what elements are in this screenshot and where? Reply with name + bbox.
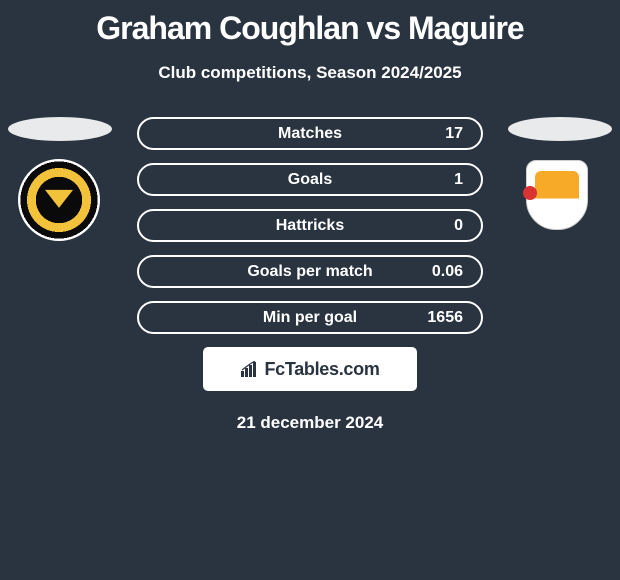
stat-label: Min per goal [139, 309, 481, 327]
mk-dons-crest-icon [519, 160, 595, 236]
bar-chart-icon [240, 361, 260, 377]
stat-label: Matches [139, 125, 481, 143]
newport-county-crest-icon [18, 159, 100, 241]
player-right-placeholder [508, 117, 612, 141]
stat-row-matches: Matches 17 [137, 117, 483, 150]
club-badge-left [18, 159, 100, 241]
stat-row-hattricks: Hattricks 0 [137, 209, 483, 242]
player-left-placeholder [8, 117, 112, 141]
stat-label: Hattricks [139, 217, 481, 235]
brand-badge: FcTables.com [203, 347, 417, 391]
stat-label: Goals per match [139, 263, 481, 281]
brand-name: FcTables.com [264, 359, 379, 380]
page-title: Graham Coughlan vs Maguire [0, 0, 620, 47]
comparison-panel: Matches 17 Goals 1 Hattricks 0 Goals per… [0, 117, 620, 433]
stat-row-goals: Goals 1 [137, 163, 483, 196]
stats-list: Matches 17 Goals 1 Hattricks 0 Goals per… [137, 117, 483, 334]
stat-row-goals-per-match: Goals per match 0.06 [137, 255, 483, 288]
stat-row-min-per-goal: Min per goal 1656 [137, 301, 483, 334]
stat-label: Goals [139, 171, 481, 189]
date-label: 21 december 2024 [0, 413, 620, 433]
club-badge-right [516, 157, 598, 239]
subtitle: Club competitions, Season 2024/2025 [0, 63, 620, 83]
